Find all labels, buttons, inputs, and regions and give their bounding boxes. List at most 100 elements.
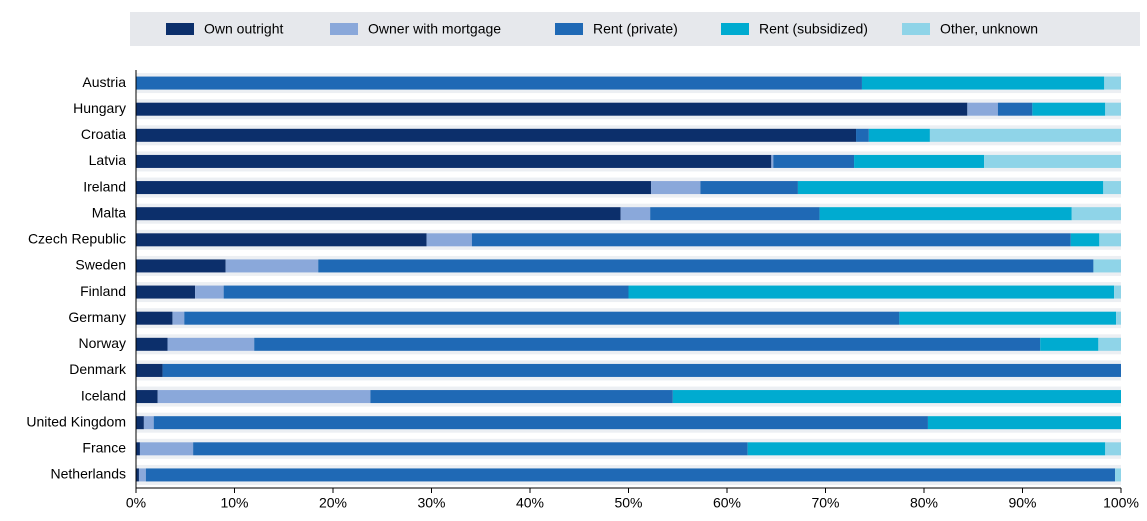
bar-segment (184, 311, 900, 325)
bar-segment (157, 390, 371, 404)
bar-segment (856, 128, 869, 142)
y-tick-label: Germany (68, 309, 126, 325)
legend-label: Own outright (204, 21, 283, 37)
x-tick-label: 50% (614, 495, 642, 511)
bar-segment (145, 468, 1116, 482)
bar-segment (136, 76, 862, 90)
bar-segment (1093, 259, 1121, 273)
bar-segment (153, 416, 928, 430)
bar-segment (700, 181, 798, 195)
bar-segment (1070, 233, 1100, 247)
bar-segment (162, 363, 1122, 377)
bar-segment (773, 154, 855, 168)
bar-segment (136, 154, 772, 168)
bar-segment (195, 285, 224, 299)
legend-swatch (902, 23, 930, 35)
bar-segment (136, 468, 139, 482)
bar-segment (1115, 468, 1121, 482)
bar-segment (225, 259, 319, 273)
x-tick-label: 70% (811, 495, 839, 511)
y-tick-label: Malta (92, 204, 126, 220)
bar-segment (136, 337, 168, 351)
x-tick-label: 90% (1008, 495, 1036, 511)
bar-segment (797, 181, 1104, 195)
x-tick-label: 60% (713, 495, 741, 511)
bar-segment (899, 311, 1117, 325)
y-tick-label: Denmark (69, 361, 127, 377)
bar-segment (1104, 76, 1121, 90)
legend-swatch (721, 23, 749, 35)
x-tick-label: 10% (220, 495, 248, 511)
bar-segment (1099, 233, 1121, 247)
bar-segment (167, 337, 255, 351)
bar-segment (1071, 207, 1121, 221)
bar-segment (620, 207, 651, 221)
bar-segment (136, 128, 857, 142)
bar-segment (997, 102, 1033, 116)
bar-segment (771, 154, 774, 168)
bar-segment (650, 207, 820, 221)
y-tick-label: Iceland (81, 387, 126, 403)
bar-segment (223, 285, 629, 299)
bar-segment (426, 233, 472, 247)
bar-segment (747, 442, 1106, 456)
bar-segment (136, 102, 968, 116)
bar-segment (193, 442, 748, 456)
bar-segment (929, 128, 1121, 142)
x-tick-label: 30% (417, 495, 445, 511)
legend-label: Rent (subsidized) (759, 21, 868, 37)
x-tick-label: 0% (126, 495, 146, 511)
y-tick-label: Finland (80, 283, 126, 299)
bar-segment (854, 154, 985, 168)
bar-segment (136, 285, 196, 299)
bar-segment (1103, 181, 1121, 195)
y-tick-label: Croatia (81, 126, 126, 142)
bar-segment (136, 181, 652, 195)
bar-segment (672, 390, 1121, 404)
bar-segment (1114, 285, 1121, 299)
bar-segment (136, 390, 158, 404)
bar-segment (136, 207, 621, 221)
bar-segment (471, 233, 1071, 247)
y-tick-label: Ireland (83, 178, 126, 194)
bar-segment (1105, 102, 1121, 116)
bar-segment (136, 311, 173, 325)
bar-segment (628, 285, 1115, 299)
bar-segment (868, 128, 930, 142)
x-tick-label: 80% (910, 495, 938, 511)
bar-segment (136, 233, 427, 247)
y-tick-label: France (82, 440, 126, 456)
bar-segment (254, 337, 1041, 351)
bar-segment (651, 181, 701, 195)
bar-segment (1040, 337, 1099, 351)
bar-segment (927, 416, 1121, 430)
bar-segment (819, 207, 1072, 221)
legend-swatch (555, 23, 583, 35)
x-tick-label: 40% (516, 495, 544, 511)
bar-segment (861, 76, 1105, 90)
y-tick-label: Austria (82, 74, 126, 90)
bar-segment (136, 259, 226, 273)
x-tick-label: 20% (319, 495, 347, 511)
bar-segment (318, 259, 1094, 273)
legend-background (130, 12, 1140, 46)
bar-segment (136, 363, 163, 377)
bar-segment (370, 390, 673, 404)
y-tick-label: Sweden (75, 257, 126, 273)
x-tick-label: 100% (1103, 495, 1139, 511)
legend-label: Other, unknown (940, 21, 1038, 37)
bar-segment (984, 154, 1121, 168)
bar-segment (172, 311, 185, 325)
legend-label: Owner with mortgage (368, 21, 501, 37)
y-tick-label: Netherlands (51, 466, 127, 482)
bar-segment (143, 416, 154, 430)
bar-segment (967, 102, 998, 116)
bar-segment (1116, 311, 1121, 325)
y-tick-label: Hungary (73, 100, 126, 116)
bar-segment (136, 442, 140, 456)
bar-segment (1098, 337, 1121, 351)
bar-segment (138, 468, 146, 482)
legend-label: Rent (private) (593, 21, 678, 37)
y-tick-label: Norway (79, 335, 126, 351)
